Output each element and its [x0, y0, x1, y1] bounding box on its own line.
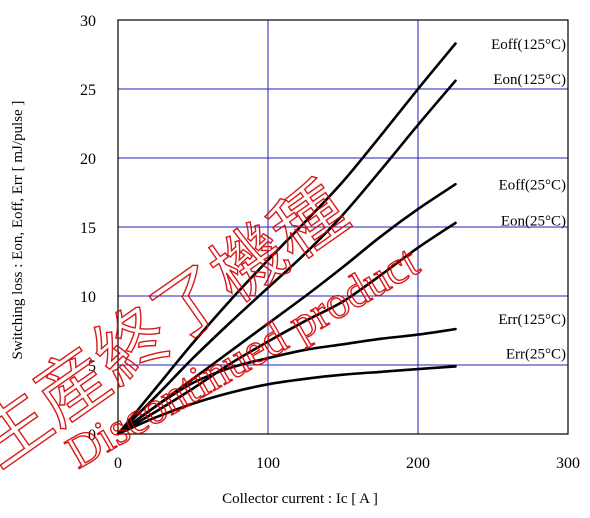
y-tick-label-0: 0 [88, 427, 96, 444]
line-err-125 [116, 327, 457, 436]
y-tick-label-5: 25 [80, 82, 96, 99]
watermark: 生産終了機種 Discontinued product [0, 168, 428, 483]
line-err-25 [116, 365, 457, 436]
label-eon-125: Eon(125°C) [493, 72, 566, 88]
y-tick-label-1: 5 [88, 358, 96, 375]
line-eon-125 [116, 79, 457, 436]
y-tick-label-4: 20 [80, 151, 96, 168]
label-eon-25: Eon(25°C) [501, 213, 566, 229]
y-axis-title: Switching loss : Eon, Eoff, Err [ mJ/pul… [10, 101, 26, 360]
label-err-25: Err(25°C) [506, 346, 566, 362]
x-tick-label-1: 100 [256, 455, 280, 472]
y-tick-label-2: 10 [80, 289, 96, 306]
label-eoff-125: Eoff(125°C) [491, 37, 566, 53]
x-tick-label-3: 300 [556, 455, 580, 472]
series-labels: Eoff(125°C) Eon(125°C) Eoff(25°C) Eon(25°C)… [491, 37, 566, 363]
line-eoff-125 [116, 42, 457, 436]
y-tick-label-6: 30 [80, 13, 96, 30]
x-tick-label-0: 0 [114, 455, 122, 472]
series-layer [116, 42, 457, 436]
plot-frame [117, 19, 569, 435]
line-eon-25 [116, 221, 457, 436]
x-tick-label-2: 200 [406, 455, 430, 472]
label-err-125: Err(125°C) [498, 312, 566, 328]
x-axis-title: Collector current : Ic [ A ] [222, 491, 378, 507]
y-tick-labels: 0 5 10 15 20 25 30 [80, 13, 96, 444]
x-tick-labels: 0 100 200 300 [114, 455, 580, 472]
y-tick-label-3: 15 [80, 220, 96, 237]
label-eoff-25: Eoff(25°C) [499, 178, 566, 194]
